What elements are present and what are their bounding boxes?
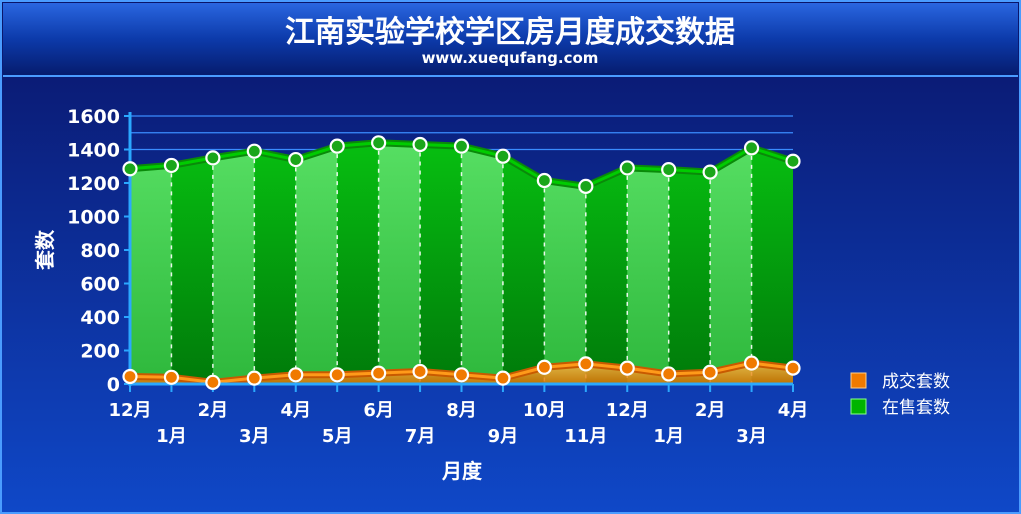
axes <box>124 112 794 392</box>
x-tick-label: 3月 <box>239 426 270 447</box>
on-sale-point <box>163 157 180 174</box>
x-tick-label: 2月 <box>695 400 726 421</box>
x-tick-label: 12月 <box>108 400 151 421</box>
y-tick-label: 200 <box>80 341 120 363</box>
page-subtitle: www.xuequfang.com <box>422 49 599 67</box>
y-tick-label: 1000 <box>67 207 120 229</box>
sold-point <box>412 363 428 380</box>
on-sale-stripe <box>668 142 711 384</box>
y-tick-label: 1400 <box>67 140 120 162</box>
x-tick-label: 6月 <box>363 400 394 421</box>
on-sale-point <box>495 148 511 164</box>
on-sale-point <box>661 162 677 178</box>
y-tick-label: 600 <box>80 274 120 296</box>
on-sale-stripe <box>420 142 462 384</box>
sold-point <box>578 356 594 372</box>
y-tick-label: 1200 <box>67 173 120 195</box>
on-sale-stripe <box>130 142 172 384</box>
sold-point <box>122 368 138 385</box>
on-sale-stripe <box>627 142 670 384</box>
y-tick-label: 1600 <box>67 106 120 128</box>
on-sale-point <box>619 160 635 176</box>
legend: 成交套数 在售套数 <box>850 372 950 418</box>
on-sale-point <box>702 164 718 180</box>
header-band <box>3 3 1018 75</box>
x-tick-label: 9月 <box>488 426 519 447</box>
legend-label-on-sale: 在售套数 <box>882 398 950 418</box>
on-sale-point <box>205 150 221 166</box>
on-sale-point <box>371 135 387 151</box>
sold-point <box>536 359 552 375</box>
legend-label-sold: 成交套数 <box>882 372 950 392</box>
sold-point <box>495 370 511 386</box>
y-tick-label: 0 <box>107 374 120 396</box>
x-tick-label: 2月 <box>198 400 229 421</box>
x-tick-label: 3月 <box>736 426 767 447</box>
on-sale-point <box>412 136 428 153</box>
sold-point <box>661 366 677 382</box>
legend-item-sold[interactable]: 成交套数 <box>850 372 950 392</box>
on-sale-stripe <box>171 142 214 384</box>
on-sale-point <box>246 143 262 159</box>
x-axis-title: 月度 <box>441 459 483 483</box>
on-sale-stripe <box>254 142 297 384</box>
series-on-sale-area <box>129 139 795 384</box>
sold-point <box>288 367 304 383</box>
legend-item-on-sale[interactable]: 在售套数 <box>850 398 950 418</box>
x-tick-label: 5月 <box>322 426 353 447</box>
sold-point <box>619 360 635 376</box>
y-tick-label: 800 <box>80 240 120 262</box>
sold-point <box>743 355 760 371</box>
on-sale-point <box>578 178 594 194</box>
legend-swatch-on-sale <box>850 398 867 415</box>
x-tick-label: 11月 <box>564 426 607 447</box>
x-tick-label: 10月 <box>523 400 566 421</box>
page-title: 江南实验学校学区房月度成交数据 <box>285 15 735 50</box>
tick-labels: 0200400600800100012001400160012月1月2月3月4月… <box>67 106 808 447</box>
sold-point <box>702 364 718 380</box>
sold-point <box>329 367 345 383</box>
legend-swatch-sold <box>850 372 867 389</box>
on-sale-stripe <box>710 142 753 384</box>
x-tick-label: 1月 <box>653 426 684 447</box>
x-tick-label: 12月 <box>606 400 649 421</box>
x-tick-label: 4月 <box>778 400 809 421</box>
sold-point <box>371 365 387 381</box>
sold-point <box>205 374 221 390</box>
on-sale-stripe <box>295 142 338 384</box>
sold-point <box>163 369 180 385</box>
on-sale-stripe <box>378 142 421 384</box>
on-sale-stripe <box>751 142 793 384</box>
on-sale-point <box>536 172 552 189</box>
y-tick-label: 400 <box>80 307 120 329</box>
x-tick-label: 8月 <box>446 400 477 421</box>
on-sale-point <box>122 161 138 177</box>
on-sale-stripe <box>337 142 380 384</box>
on-sale-stripe <box>461 142 504 384</box>
data-markers <box>122 135 801 390</box>
on-sale-stripe <box>212 142 255 384</box>
sold-point <box>785 360 801 376</box>
x-tick-label: 4月 <box>280 400 311 421</box>
on-sale-point <box>785 153 801 169</box>
x-tick-label: 1月 <box>156 426 187 447</box>
on-sale-point <box>288 151 304 168</box>
x-tick-label: 7月 <box>405 426 436 447</box>
y-axis-title: 套数 <box>33 229 57 270</box>
on-sale-point <box>453 138 470 154</box>
on-sale-point <box>743 140 760 156</box>
on-sale-point <box>329 138 345 154</box>
sold-point <box>246 370 262 386</box>
sold-point <box>453 367 470 383</box>
